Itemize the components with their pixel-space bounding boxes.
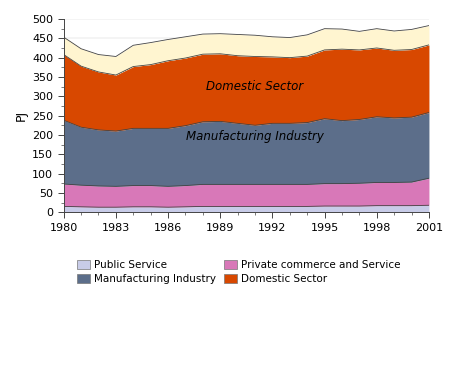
Text: Manufacturing Industry: Manufacturing Industry — [186, 130, 324, 143]
Text: Domestic Sector: Domestic Sector — [207, 80, 304, 93]
Y-axis label: PJ: PJ — [15, 110, 28, 121]
Legend: Public Service, Manufacturing Industry, Private commerce and Service, Domestic S: Public Service, Manufacturing Industry, … — [73, 256, 405, 289]
